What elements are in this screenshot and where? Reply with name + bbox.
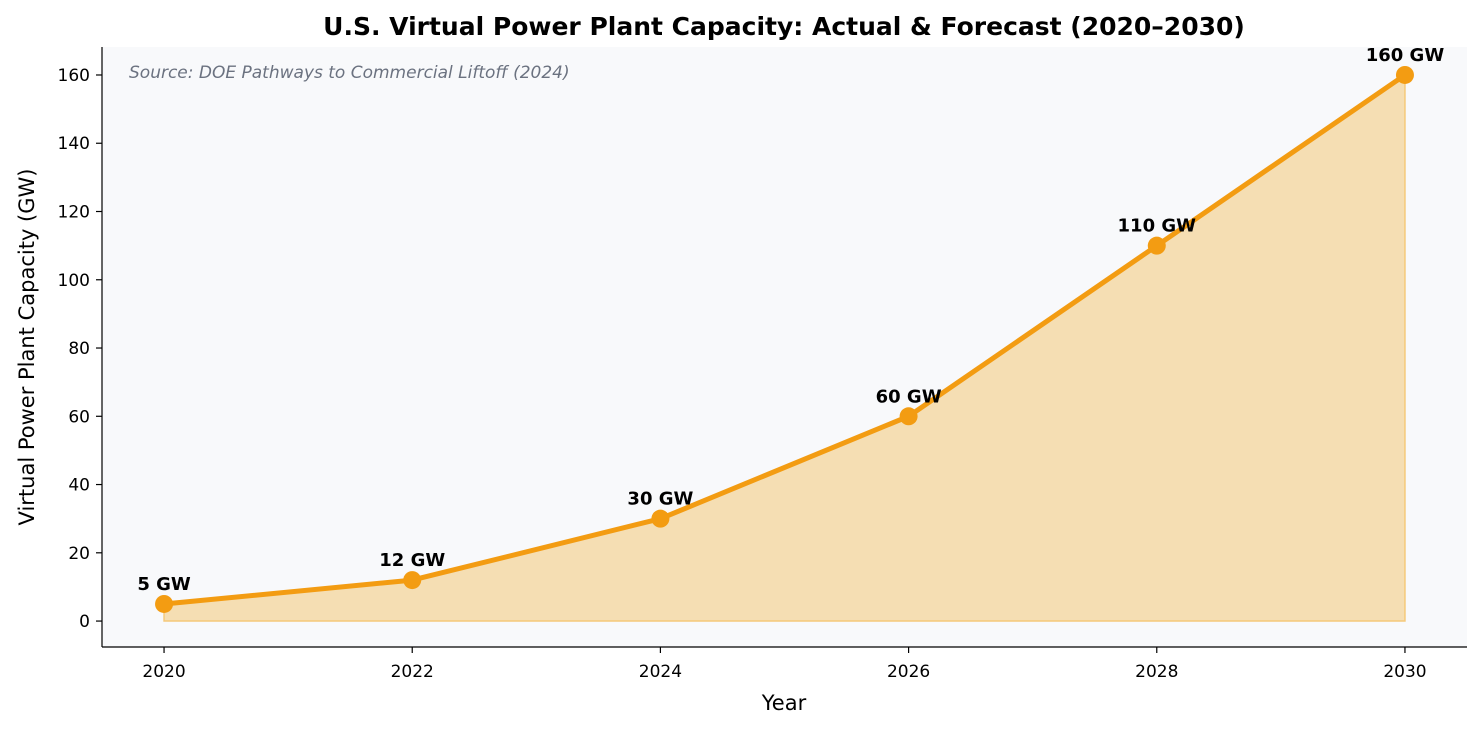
y-tick-label: 160 xyxy=(58,66,90,86)
x-tick-label: 2026 xyxy=(887,662,930,682)
x-tick-label: 2022 xyxy=(391,662,434,682)
y-tick-label: 40 xyxy=(68,476,90,496)
source-annotation: Source: DOE Pathways to Commercial Lifto… xyxy=(129,63,570,83)
x-tick-label: 2024 xyxy=(639,662,682,682)
data-point xyxy=(403,571,422,590)
y-tick-label: 80 xyxy=(68,339,90,359)
y-tick-label: 0 xyxy=(79,612,90,632)
x-tick-label: 2030 xyxy=(1383,662,1426,682)
data-point xyxy=(1395,65,1414,84)
data-point xyxy=(1147,236,1166,255)
x-tick-label: 2028 xyxy=(1135,662,1178,682)
y-tick-label: 140 xyxy=(58,134,90,154)
data-label: 30 GW xyxy=(627,489,693,510)
data-point xyxy=(155,594,174,613)
series-line xyxy=(163,72,1407,607)
x-tick-label: 2020 xyxy=(142,662,185,682)
y-tick-label: 100 xyxy=(58,271,90,291)
y-tick-label: 60 xyxy=(68,407,90,427)
data-point xyxy=(899,407,918,426)
data-label: 160 GW xyxy=(1366,45,1445,66)
data-point xyxy=(651,509,670,528)
x-axis-label: Year xyxy=(761,691,807,715)
y-axis-label: Virtual Power Plant Capacity (GW) xyxy=(15,169,39,526)
data-label: 12 GW xyxy=(379,550,445,571)
data-label: 60 GW xyxy=(876,386,942,407)
data-label: 5 GW xyxy=(137,574,191,595)
y-tick-label: 120 xyxy=(58,203,90,223)
chart-title: U.S. Virtual Power Plant Capacity: Actua… xyxy=(323,12,1245,41)
y-tick-label: 20 xyxy=(68,544,90,564)
data-label: 110 GW xyxy=(1118,216,1197,237)
